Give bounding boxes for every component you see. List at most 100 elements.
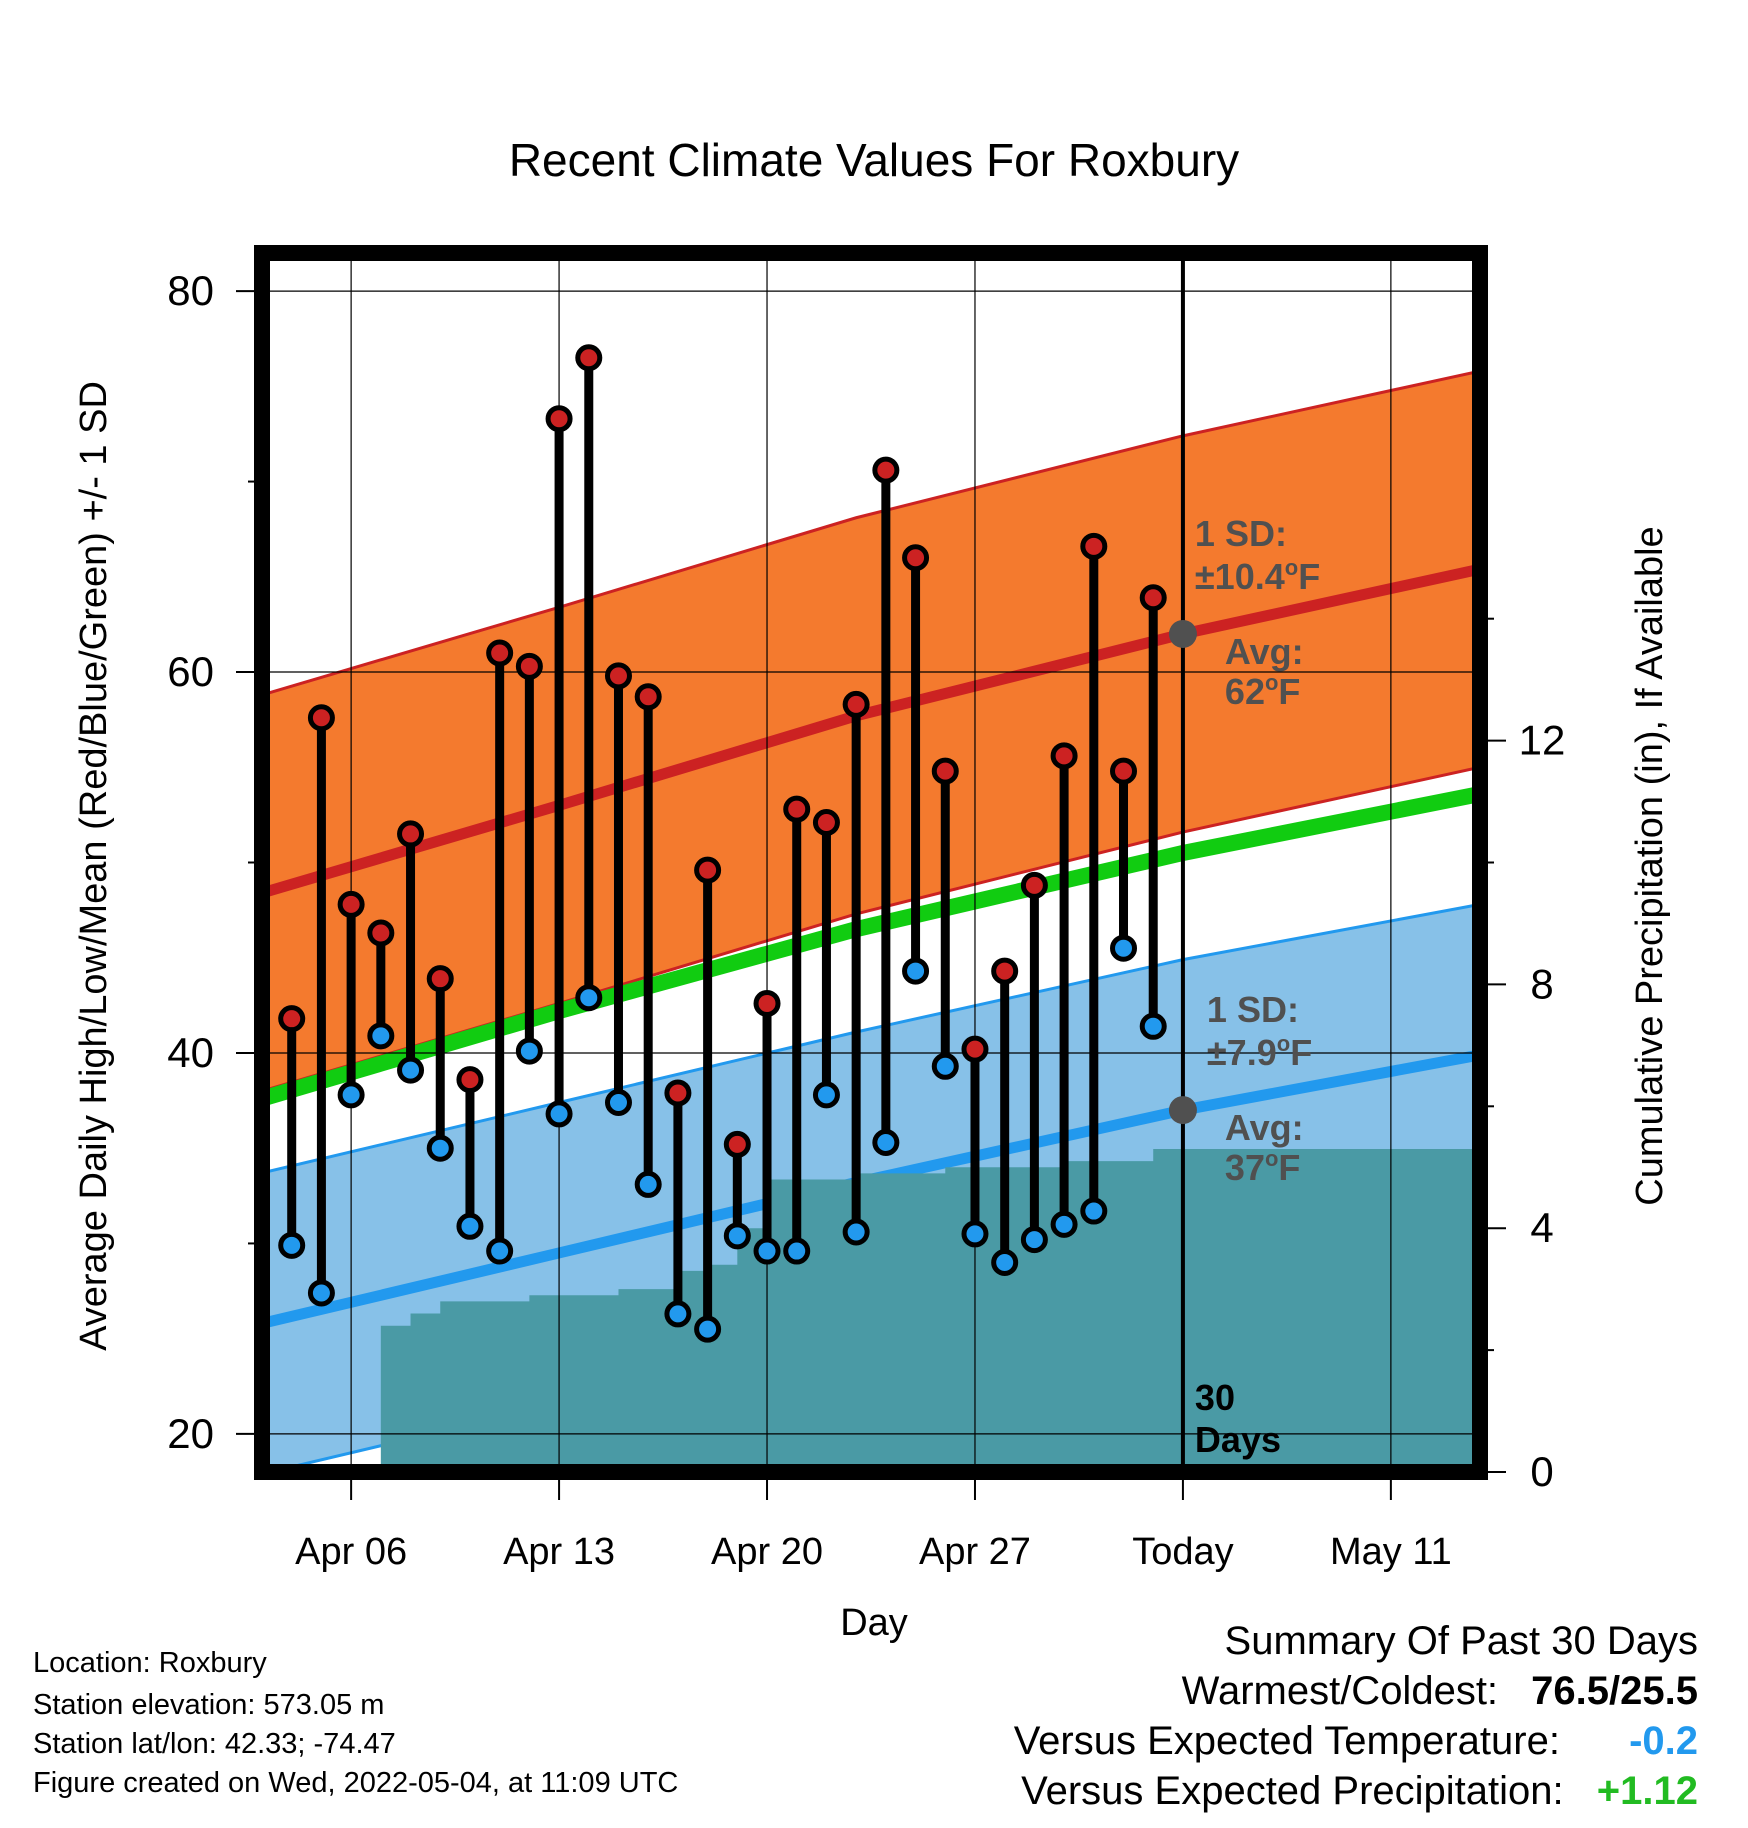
high-point (545, 405, 573, 433)
today-high-sd-value: ±10.4oF (1195, 555, 1320, 597)
summary-panel: Summary Of Past 30 Days Warmest/Coldest:… (1014, 1616, 1698, 1816)
y-tick-label: 80 (167, 267, 214, 314)
high-point (783, 795, 811, 823)
high-point (456, 1066, 484, 1094)
info-elevation: Station elevation: 573.05 m (33, 1689, 385, 1721)
high-point (397, 820, 425, 848)
low-point (1110, 934, 1138, 962)
low-point (604, 1088, 632, 1116)
high-point (604, 662, 632, 690)
low-point (1050, 1210, 1078, 1238)
info-location: Location: Roxbury (33, 1647, 267, 1679)
high-point (991, 957, 1019, 985)
today-high-avg-value: 62oF (1225, 670, 1301, 712)
low-point (664, 1300, 692, 1328)
low-point (456, 1212, 484, 1240)
low-point (723, 1222, 751, 1250)
low-point (842, 1218, 870, 1246)
x-tick-label: Apr 06 (295, 1531, 407, 1573)
low-point (307, 1279, 335, 1307)
high-point (664, 1079, 692, 1107)
summary-warm-label: Warmest/Coldest: (1181, 1669, 1499, 1713)
x-tick-label: Apr 27 (919, 1531, 1031, 1573)
high-point (1080, 532, 1108, 560)
high-point (1139, 584, 1167, 612)
summary-precip-label: Versus Expected Precipitation: (1021, 1769, 1564, 1813)
normal-high-band-fill (262, 371, 1480, 1092)
summary-warm-row: Warmest/Coldest: 76.5/25.5 (1014, 1666, 1698, 1716)
info-created: Figure created on Wed, 2022-05-04, at 11… (33, 1767, 679, 1799)
chart-title: Recent Climate Values For Roxbury (509, 134, 1239, 186)
summary-warm-value: 76.5/25.5 (1531, 1669, 1698, 1713)
low-point (337, 1081, 365, 1109)
y2-tick-label: 0 (1530, 1448, 1553, 1495)
high-point (931, 757, 959, 785)
y-tick-label: 60 (167, 648, 214, 695)
high-point (812, 809, 840, 837)
low-point (575, 984, 603, 1012)
today-low-avg-value: 37oF (1225, 1146, 1301, 1188)
info-latlon: Station lat/lon: 42.33; -74.47 (33, 1728, 396, 1760)
y-axis-label: Average Daily High/Low/Mean (Red/Blue/Gr… (73, 381, 115, 1351)
x-axis-label: Day (840, 1602, 908, 1644)
high-point (961, 1035, 989, 1063)
low-point (367, 1022, 395, 1050)
plot-area: 20 40 60 80 0 4 8 12 Apr 06 Apr 13 Apr 20 Apr 27 Tod… (167, 245, 1566, 1573)
high-point (278, 1005, 306, 1033)
high-point (872, 456, 900, 484)
summary-heading: Summary Of Past 30 Days (1224, 1619, 1698, 1663)
low-point (515, 1037, 543, 1065)
y2-axis-label: Cumulative Precipitation (in), If Availa… (1629, 526, 1671, 1205)
high-point (1020, 871, 1048, 899)
high-point (1050, 742, 1078, 770)
high-point (902, 544, 930, 572)
low-point (1080, 1197, 1108, 1225)
low-point (486, 1237, 514, 1265)
normal-high-band-upper-edge (262, 369, 1480, 697)
high-point (307, 704, 335, 732)
high-point (515, 652, 543, 680)
today-low-sd-value: ±7.9oF (1207, 1031, 1312, 1073)
low-point (902, 957, 930, 985)
x-tick-label: May 11 (1330, 1531, 1452, 1573)
high-point (723, 1130, 751, 1158)
low-point (634, 1170, 662, 1198)
high-point (575, 344, 603, 372)
summary-temp-value: -0.2 (1629, 1719, 1698, 1763)
low-point (812, 1081, 840, 1109)
high-point (634, 683, 662, 711)
low-point (783, 1237, 811, 1265)
high-point (1110, 757, 1138, 785)
today-low-avg-label: Avg: (1225, 1107, 1304, 1148)
today-high-avg-marker (1168, 619, 1197, 648)
plot-content (262, 253, 1480, 1472)
x-tick-label: Apr 13 (503, 1531, 615, 1573)
summary-precip-row: Versus Expected Precipitation: +1.12 (1014, 1766, 1698, 1816)
low-point (753, 1237, 781, 1265)
today-low-avg-marker (1168, 1096, 1197, 1125)
low-point (545, 1100, 573, 1128)
high-point (367, 919, 395, 947)
station-info: Location: Roxbury Station elevation: 573… (33, 1646, 678, 1800)
low-point (397, 1056, 425, 1084)
today-high-avg-label: Avg: (1225, 631, 1304, 672)
low-point (694, 1315, 722, 1343)
high-point (486, 639, 514, 667)
today-high-sd-label: 1 SD: (1195, 513, 1287, 554)
low-point (1020, 1226, 1048, 1254)
low-point (872, 1128, 900, 1156)
window-label-unit: Days (1195, 1419, 1281, 1460)
low-point (961, 1220, 989, 1248)
summary-temp-label: Versus Expected Temperature: (1013, 1719, 1560, 1763)
y-tick-label: 20 (167, 1410, 214, 1457)
y2-tick-label: 12 (1519, 717, 1566, 764)
low-point (426, 1134, 454, 1162)
today-low-sd-label: 1 SD: (1207, 989, 1299, 1030)
y2-tick-label: 4 (1530, 1204, 1553, 1251)
low-point (991, 1248, 1019, 1276)
high-point (426, 965, 454, 993)
y-tick-label: 40 (167, 1029, 214, 1076)
x-tick-label: Apr 20 (711, 1531, 823, 1573)
high-point (842, 690, 870, 718)
